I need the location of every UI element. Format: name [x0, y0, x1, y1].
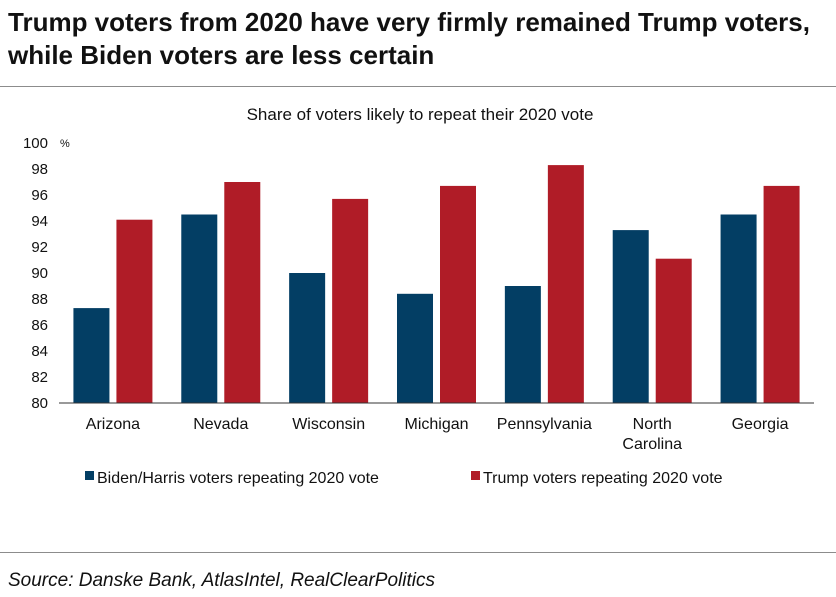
bar-biden	[397, 293, 433, 403]
bar-trump	[116, 219, 153, 403]
legend-label-biden: Biden/Harris voters repeating 2020 vote	[97, 470, 379, 487]
bar-trump	[763, 185, 800, 403]
legend-swatch-biden	[85, 471, 94, 480]
x-category-label: Michigan	[404, 416, 468, 433]
x-category-label: Pennsylvania	[497, 416, 592, 433]
bottom-divider	[0, 552, 836, 553]
y-tick-label: 100	[23, 135, 48, 152]
bar-chart: Share of voters likely to repeat their 2…	[23, 105, 814, 487]
bar-biden	[181, 214, 218, 403]
bar-trump	[440, 185, 476, 403]
y-tick-label: 86	[31, 317, 48, 334]
y-tick-label: 94	[31, 213, 48, 230]
y-unit-label: %	[60, 138, 70, 150]
x-category-label: Wisconsin	[292, 416, 365, 433]
y-tick-label: 98	[31, 161, 48, 178]
bar-biden	[73, 308, 110, 403]
bar-biden	[720, 214, 757, 403]
y-tick-label: 96	[31, 187, 48, 204]
x-category-label: Arizona	[86, 416, 140, 433]
x-category-label: Nevada	[193, 416, 248, 433]
chart-subtitle: Share of voters likely to repeat their 2…	[247, 105, 594, 124]
bar-trump	[547, 165, 584, 403]
legend-swatch-trump	[471, 471, 480, 480]
y-tick-label: 84	[31, 343, 48, 360]
bar-trump	[332, 198, 369, 403]
y-tick-label: 92	[31, 239, 48, 256]
legend: Biden/Harris voters repeating 2020 vote …	[85, 470, 723, 487]
y-tick-label: 88	[31, 291, 48, 308]
y-tick-label: 80	[31, 395, 48, 412]
y-tick-label: 82	[31, 369, 48, 386]
bar-biden	[612, 230, 649, 403]
x-category-label: Georgia	[732, 416, 789, 433]
y-tick-label: 90	[31, 265, 48, 282]
source-note: Source: Danske Bank, AtlasIntel, RealCle…	[8, 570, 435, 591]
x-category-label: North Carolina	[622, 416, 682, 453]
bars	[73, 165, 800, 403]
bar-trump	[655, 258, 692, 403]
y-axis-ticks: 80 82 84 86 88 90 92 94 96 98 100	[23, 135, 48, 412]
bar-biden	[504, 286, 541, 403]
legend-label-trump: Trump voters repeating 2020 vote	[483, 470, 723, 487]
x-axis-labels: Arizona Nevada Wisconsin Michigan Pennsylvan…	[86, 416, 789, 453]
headline: Trump voters from 2020 have very firmly …	[8, 7, 810, 70]
bar-trump	[224, 182, 261, 403]
top-divider	[0, 86, 836, 87]
bar-biden	[289, 273, 326, 403]
